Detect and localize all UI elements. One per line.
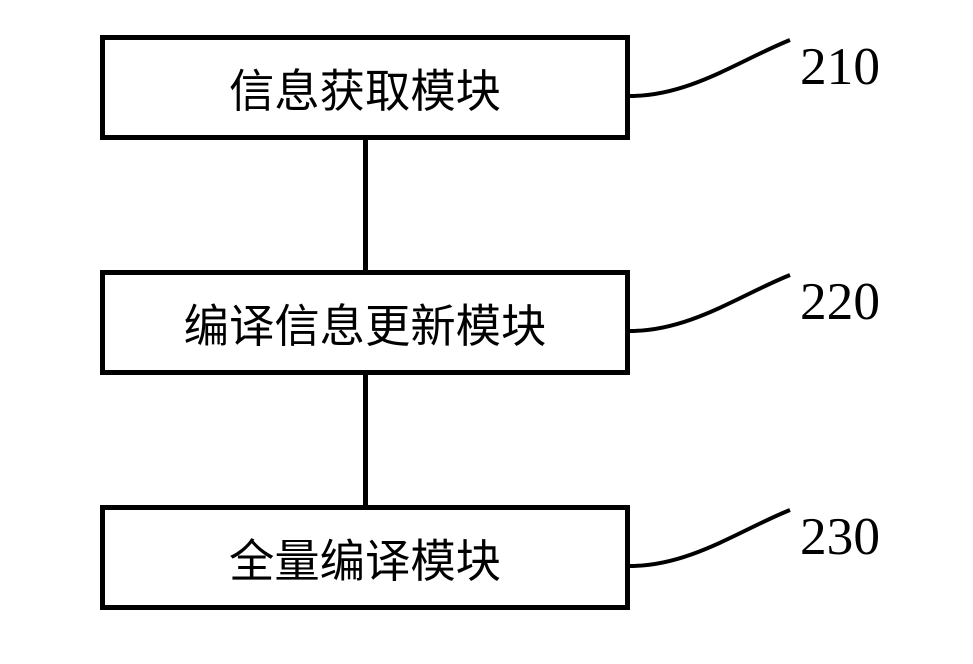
callout-label-text: 210 — [800, 36, 880, 96]
callout-leader — [630, 30, 800, 110]
flowchart-edge — [363, 140, 368, 270]
callout-leader — [630, 265, 800, 345]
callout-label: 230 — [800, 505, 880, 567]
callout-label-text: 230 — [800, 506, 880, 566]
flowchart-canvas: 信息获取模块 210 编译信息更新模块 220 全量编译模块 230 — [0, 0, 973, 664]
callout-label: 220 — [800, 270, 880, 332]
flowchart-edge — [363, 375, 368, 505]
flowchart-node-text: 信息获取模块 — [229, 55, 501, 121]
callout-leader — [630, 500, 800, 580]
callout-leader-path — [630, 510, 790, 566]
flowchart-node-text: 编译信息更新模块 — [184, 290, 547, 356]
flowchart-node: 信息获取模块 — [100, 35, 630, 140]
callout-label-text: 220 — [800, 271, 880, 331]
callout-label: 210 — [800, 35, 880, 97]
flowchart-node: 编译信息更新模块 — [100, 270, 630, 375]
flowchart-node-text: 全量编译模块 — [229, 525, 501, 591]
callout-leader-path — [630, 275, 790, 331]
callout-leader-path — [630, 40, 790, 96]
flowchart-node: 全量编译模块 — [100, 505, 630, 610]
